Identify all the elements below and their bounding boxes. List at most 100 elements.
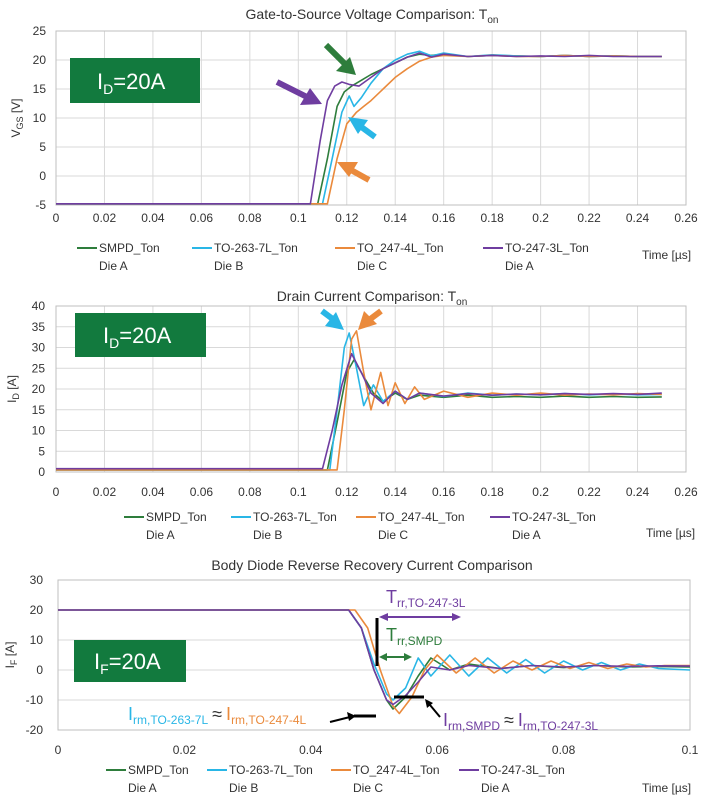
legend-die-label: Die B <box>229 781 258 795</box>
x-tick-label: 0.06 <box>190 211 214 225</box>
chart1-y-axis-label: VGS [V] <box>9 98 25 137</box>
y-tick-label: -5 <box>35 198 46 212</box>
chart2-y-axis-label: ID [A] <box>5 375 21 403</box>
x-tick-label: 0.26 <box>674 211 698 225</box>
legend-die-label: Die A <box>146 528 175 542</box>
arrow-to247-3l-marker <box>275 79 322 105</box>
x-tick-label: 0.16 <box>432 211 456 225</box>
x-tick-label: 0.1 <box>682 743 699 757</box>
x-tick-label: 0.12 <box>335 211 359 225</box>
x-tick-label: 0.22 <box>577 211 601 225</box>
y-tick-label: 0 <box>36 663 43 677</box>
x-tick-label: 0.22 <box>577 485 601 499</box>
chart1-condition-badge <box>70 58 200 103</box>
legend-entry: TO-247-3L_Ton <box>505 241 589 255</box>
legend-die-label: Die A <box>128 781 157 795</box>
y-tick-label: 0 <box>39 169 46 183</box>
irm-right-pointer <box>425 699 441 718</box>
x-tick-label: 0.08 <box>238 485 262 499</box>
legend-entry: TO-247-3L_Ton <box>512 510 596 524</box>
y-tick-label: 20 <box>30 603 44 617</box>
chart2-condition-badge <box>75 313 206 357</box>
legend-entry: TO_247-4L_Ton <box>378 510 465 524</box>
legend-entry: TO-263-7L_Ton <box>229 763 313 777</box>
chart1-x-axis-label: Time [µs] <box>642 248 691 262</box>
irm-left-pointer <box>329 712 356 723</box>
arrow-to263-marker <box>348 117 377 140</box>
legend-entry: SMPD_Ton <box>99 241 160 255</box>
irm-right-annotation: Irm,SMPD ≈ Irm,TO-247-3L <box>443 710 598 733</box>
chart2-plot-frame <box>55 305 687 473</box>
reverse-recovery-chart: Body Diode Reverse Recovery Current Comp… <box>3 557 699 795</box>
legend-die-label: Die B <box>253 528 282 542</box>
x-tick-label: 0.04 <box>299 743 323 757</box>
series-line-to247_4l <box>56 330 662 471</box>
chart3-title: Body Diode Reverse Recovery Current Comp… <box>211 557 532 573</box>
y-tick-label: 5 <box>39 140 46 154</box>
x-tick-label: 0.14 <box>384 211 408 225</box>
legend-die-label: Die B <box>214 259 243 273</box>
y-tick-label: 40 <box>32 299 46 313</box>
chart2-title: Drain Current Comparison: Ton <box>277 288 468 308</box>
y-tick-label: 0 <box>38 465 45 479</box>
legend-entry: SMPD_Ton <box>146 510 207 524</box>
chart2-badge-text: ID=20A <box>103 323 172 351</box>
legend-entry: TO-263-7L_Ton <box>253 510 337 524</box>
legend-entry: TO-247-3L_Ton <box>481 763 565 777</box>
x-tick-label: 0.24 <box>626 485 650 499</box>
chart3-plot-frame <box>57 579 691 731</box>
legend-die-label: Die A <box>99 259 128 273</box>
x-tick-label: 0.08 <box>552 743 576 757</box>
y-tick-label: 15 <box>32 403 46 417</box>
y-tick-label: -10 <box>26 693 44 707</box>
x-tick-label: 0.02 <box>173 743 197 757</box>
legend-entry: TO_247-4L_Ton <box>357 241 444 255</box>
y-tick-label: 10 <box>33 111 47 125</box>
x-tick-label: 0 <box>55 743 62 757</box>
legend-entry: TO_247-4L_Ton <box>353 763 440 777</box>
x-tick-label: 0.1 <box>290 211 307 225</box>
x-tick-label: 0.02 <box>93 211 117 225</box>
arrow-to247-4l-peak-marker <box>358 308 383 330</box>
series-line-to247_3l <box>58 609 691 706</box>
y-tick-label: 20 <box>33 53 47 67</box>
legend-entry: TO-263-7L_Ton <box>214 241 298 255</box>
legend-die-label: Die A <box>505 259 534 273</box>
y-tick-label: 20 <box>32 382 46 396</box>
y-tick-label: 10 <box>32 424 46 438</box>
y-tick-label: -20 <box>26 723 44 737</box>
x-tick-label: 0.06 <box>426 743 450 757</box>
legend-entry: SMPD_Ton <box>128 763 189 777</box>
x-tick-label: 0.14 <box>384 485 408 499</box>
gate-source-voltage-chart: Gate-to-Source Voltage Comparison: Ton V… <box>9 6 698 273</box>
y-tick-label: 35 <box>32 320 46 334</box>
x-tick-label: 0.2 <box>532 211 549 225</box>
x-tick-label: 0.18 <box>480 211 504 225</box>
drain-current-chart: Drain Current Comparison: Ton ID [A] 0 5 1… <box>5 288 698 542</box>
x-tick-label: 0.08 <box>238 211 262 225</box>
trr-smpd-span-arrow <box>379 653 412 661</box>
chart1-badge-text: ID=20A <box>97 69 166 97</box>
y-tick-label: 5 <box>38 444 45 458</box>
arrow-to247-4l-marker <box>337 162 371 183</box>
x-tick-label: 0.1 <box>290 485 307 499</box>
chart2-x-axis-label: Time [µs] <box>646 526 695 540</box>
y-tick-label: 25 <box>32 361 46 375</box>
chart1-title: Gate-to-Source Voltage Comparison: Ton <box>246 6 499 26</box>
y-tick-label: 15 <box>33 82 47 96</box>
x-tick-label: 0.16 <box>432 485 456 499</box>
y-tick-label: 30 <box>30 573 44 587</box>
chart1-plot-frame <box>55 30 687 206</box>
arrow-smpd-marker <box>323 42 356 75</box>
y-tick-label: 30 <box>32 341 46 355</box>
x-tick-label: 0.12 <box>335 485 359 499</box>
series-line-smpd <box>56 359 662 471</box>
x-tick-label: 0.18 <box>480 485 504 499</box>
series-line-to247_3l <box>56 352 662 470</box>
legend-die-label: Die C <box>357 259 387 273</box>
x-tick-label: 0 <box>53 211 60 225</box>
x-tick-label: 0.06 <box>190 485 214 499</box>
trr-smpd-label: Trr,SMPD <box>386 625 443 648</box>
x-tick-label: 0.04 <box>141 211 165 225</box>
